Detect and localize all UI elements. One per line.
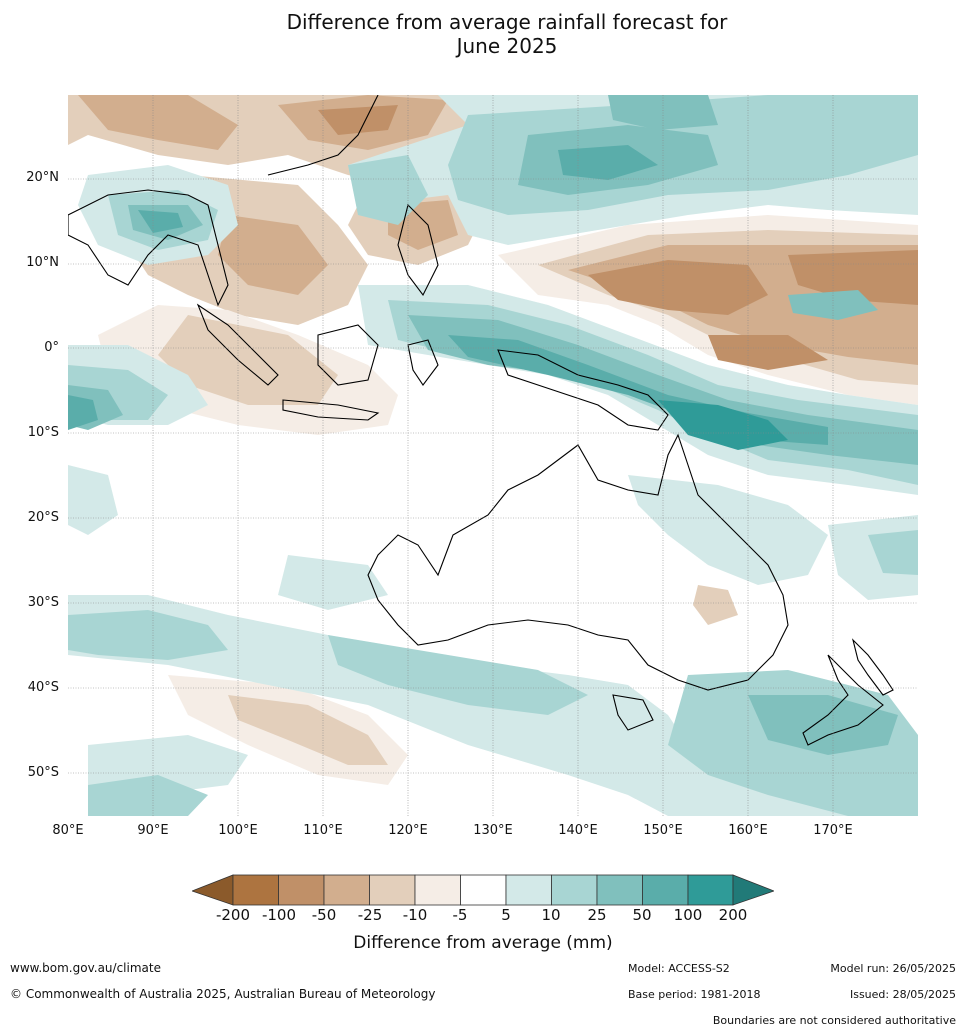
- lon-label-100e: 100°E: [218, 823, 258, 838]
- copyright-text: © Commonwealth of Australia 2025, Austra…: [10, 987, 436, 1001]
- colorbar-tick-minus-50: -50: [311, 906, 337, 924]
- colorbar-tick-minus-200: -200: [215, 906, 251, 924]
- colorbar-swatch-minus-50-to-minus-25: [323, 874, 370, 906]
- colorbar-tick-50: 50: [632, 906, 652, 924]
- lon-label-120e: 120°E: [388, 823, 428, 838]
- title-line-2: June 2025: [456, 34, 558, 58]
- disclaimer-text: Boundaries are not considered authoritat…: [712, 1014, 956, 1027]
- philippines-coast: [397, 203, 439, 297]
- colorbar-swatch-above-200: [732, 874, 776, 906]
- new-zealand-south-coast: [802, 654, 884, 746]
- colorbar-swatch-minus-5-to-5: [460, 874, 507, 906]
- lat-label-20n: 20°N: [26, 170, 59, 185]
- colorbar-swatch-10-to-25: [551, 874, 598, 906]
- lon-label-130e: 130°E: [473, 823, 513, 838]
- lat-label-50s: 50°S: [27, 765, 59, 780]
- title-line-1: Difference from average rainfall forecas…: [286, 10, 728, 34]
- lat-label-40s: 40°S: [27, 680, 59, 695]
- colorbar-swatch-minus-200-to-minus-100: [232, 874, 279, 906]
- lon-label-150e: 150°E: [643, 823, 683, 838]
- indochina-india-coast: [68, 189, 229, 307]
- lat-label-10s: 10°S: [27, 425, 59, 440]
- lon-label-140e: 140°E: [558, 823, 598, 838]
- model-run-text: Model run: 26/05/2025: [830, 962, 956, 975]
- colorbar-tick-10: 10: [541, 906, 561, 924]
- colorbar-swatch-100-to-200: [687, 874, 734, 906]
- colorbar-swatch-below-minus-200: [190, 874, 234, 906]
- colorbar-swatch-minus-100-to-minus-50: [278, 874, 325, 906]
- lon-label-90e: 90°E: [137, 823, 169, 838]
- colorbar-tick-5: 5: [501, 906, 511, 924]
- sumatra-coast: [196, 303, 279, 386]
- colorbar-swatch-25-to-50: [596, 874, 643, 906]
- lat-label-equator: 0°: [44, 340, 59, 355]
- sulawesi-coast: [407, 339, 439, 386]
- colorbar: [190, 874, 776, 908]
- website-link[interactable]: www.bom.gov.au/climate: [10, 961, 161, 975]
- lon-label-110e: 110°E: [303, 823, 343, 838]
- china-coast: [267, 95, 379, 176]
- map-canvas: [68, 95, 918, 816]
- new-zealand-north-coast: [851, 638, 894, 696]
- australia-coast: [367, 433, 789, 691]
- dry-anomaly-regions: [68, 95, 918, 785]
- colorbar-tick-25: 25: [587, 906, 607, 924]
- lon-label-80e: 80°E: [52, 823, 84, 838]
- colorbar-tick-minus-25: -25: [357, 906, 383, 924]
- lat-label-30s: 30°S: [27, 595, 59, 610]
- graticule: [68, 95, 918, 816]
- colorbar-swatch-minus-10-to-minus-5: [414, 874, 461, 906]
- chart-title: Difference from average rainfall forecas…: [0, 10, 965, 58]
- java-coast: [282, 399, 380, 421]
- colorbar-tick-minus-100: -100: [261, 906, 297, 924]
- rainfall-anomaly-map: [68, 95, 918, 816]
- lat-label-20s: 20°S: [27, 510, 59, 525]
- borneo-coast: [317, 324, 379, 386]
- lat-label-10n: 10°N: [26, 255, 59, 270]
- issued-text: Issued: 28/05/2025: [849, 988, 956, 1001]
- base-period-text: Base period: 1981-2018: [628, 988, 761, 1001]
- colorbar-swatches: [190, 874, 776, 906]
- colorbar-tick-minus-5: -5: [452, 906, 468, 924]
- colorbar-label: Difference from average (mm): [353, 933, 613, 953]
- colorbar-swatch-minus-25-to-minus-10: [369, 874, 416, 906]
- colorbar-tick-100: 100: [673, 906, 703, 924]
- lon-label-160e: 160°E: [728, 823, 768, 838]
- lon-label-170e: 170°E: [813, 823, 853, 838]
- colorbar-tick-200: 200: [718, 906, 748, 924]
- colorbar-swatch-5-to-10: [505, 874, 552, 906]
- colorbar-tick-minus-10: -10: [402, 906, 428, 924]
- colorbar-swatch-50-to-100: [642, 874, 689, 906]
- coastlines: [68, 95, 894, 746]
- model-text: Model: ACCESS-S2: [628, 962, 730, 975]
- tasmania-coast: [612, 694, 654, 731]
